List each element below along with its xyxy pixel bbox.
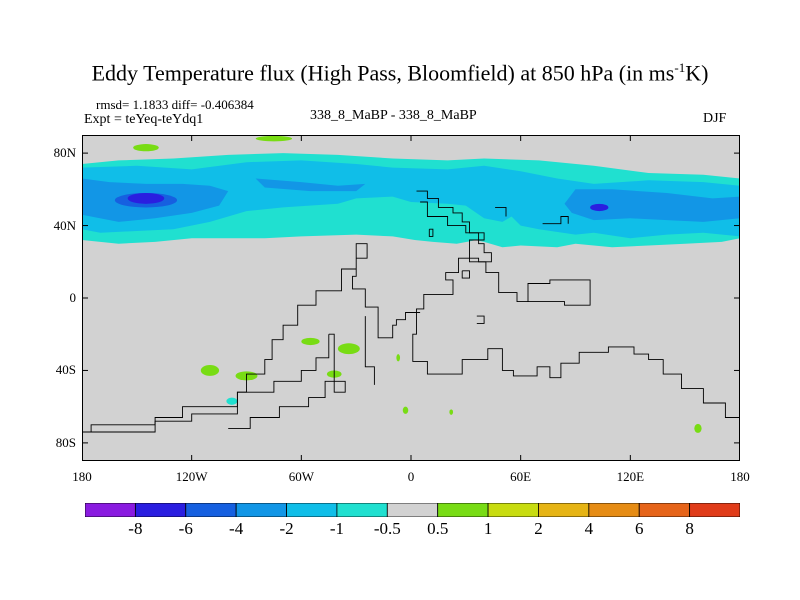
colorbar-label: 1 bbox=[483, 519, 493, 538]
coastline bbox=[90, 334, 330, 432]
x-tick-label: 120E bbox=[616, 469, 645, 484]
coastline bbox=[228, 333, 346, 429]
fill-positive-patch bbox=[301, 337, 320, 346]
colorbar-swatch bbox=[588, 503, 640, 517]
fill-positive-patch bbox=[694, 423, 702, 433]
colorbar-label: 0.5 bbox=[427, 519, 449, 538]
colorbar-swatch bbox=[286, 503, 338, 517]
colorbar-label: -6 bbox=[178, 519, 193, 538]
y-tick-label: 0 bbox=[69, 290, 77, 305]
fill-positive-patch bbox=[200, 365, 220, 376]
colorbar-label: 2 bbox=[534, 519, 543, 538]
fill-band-dark-mid bbox=[255, 178, 366, 192]
colorbar-label: -4 bbox=[229, 519, 244, 538]
x-tick-label: 180 bbox=[72, 469, 92, 484]
coastline bbox=[420, 201, 591, 306]
map-plot bbox=[82, 135, 740, 461]
colorbar-label: -2 bbox=[279, 519, 294, 538]
colorbar-swatch bbox=[386, 503, 439, 517]
coastline bbox=[542, 216, 569, 225]
chart-title-end: K) bbox=[685, 60, 709, 86]
fill-positive-patch bbox=[449, 409, 454, 415]
colorbar-label: -8 bbox=[128, 519, 143, 538]
colorbar-swatch bbox=[185, 503, 237, 517]
colorbar-swatch bbox=[487, 503, 539, 517]
colorbar-swatch bbox=[638, 503, 691, 517]
colorbar-swatch bbox=[235, 503, 287, 517]
coastline-layer bbox=[82, 190, 740, 433]
x-tick-label: 60W bbox=[288, 469, 314, 484]
chart-title: Eddy Temperature flux (High Pass, Bloomf… bbox=[0, 60, 800, 86]
colorbar-label: 8 bbox=[685, 519, 694, 538]
colorbar-label: 6 bbox=[634, 519, 644, 538]
fill-positive-patch bbox=[396, 354, 401, 362]
stats-label: rmsd= 1.1833 diff= -0.406384 bbox=[96, 97, 254, 112]
coastline bbox=[495, 206, 507, 217]
contour-fill-layer bbox=[82, 135, 740, 461]
x-tick-label: 0 bbox=[407, 469, 415, 484]
colorbar-swatch bbox=[85, 503, 136, 517]
fill-negative-patch bbox=[226, 397, 238, 405]
fill-positive-patch bbox=[402, 406, 409, 414]
y-tick-label: 40N bbox=[53, 217, 76, 233]
colorbar-swatch bbox=[134, 503, 187, 517]
x-tick-label: 180 bbox=[730, 469, 750, 484]
fill-core-pacific-inner bbox=[127, 192, 165, 204]
colorbar-label: -0.5 bbox=[373, 519, 401, 538]
x-tick-label: 120W bbox=[175, 469, 208, 484]
colorbar-swatch bbox=[437, 503, 489, 517]
y-tick-label: 40S bbox=[55, 362, 76, 378]
colorbar-swatch bbox=[538, 503, 590, 517]
fill-positive-patch bbox=[133, 144, 159, 152]
coastline bbox=[364, 316, 375, 385]
fill-band-mid bbox=[82, 160, 740, 239]
runs-label: 338_8_MaBP - 338_8_MaBP bbox=[310, 108, 477, 123]
experiment-label: Expt = teYeq-teYdq1 bbox=[84, 112, 204, 127]
coastline bbox=[461, 270, 470, 279]
coastline bbox=[428, 228, 434, 237]
fill-positive-patch bbox=[255, 135, 293, 142]
colorbar-label: -1 bbox=[329, 519, 344, 538]
coastline bbox=[476, 315, 485, 324]
colorbar bbox=[85, 503, 740, 517]
fill-core-atlantic bbox=[590, 203, 609, 212]
y-tick-label: 80S bbox=[55, 434, 76, 450]
x-tick-label: 60E bbox=[510, 469, 532, 484]
colorbar-label: 4 bbox=[584, 519, 594, 538]
fill-band-dark-east bbox=[564, 189, 740, 222]
plot-frame bbox=[82, 135, 740, 461]
y-tick-label: 80N bbox=[53, 145, 76, 161]
fill-positive-patch bbox=[337, 343, 360, 355]
colorbar-swatch bbox=[336, 503, 388, 517]
season-label: DJF bbox=[703, 111, 727, 126]
colorbar-swatch bbox=[689, 503, 740, 517]
chart-title-superscript: -1 bbox=[674, 60, 686, 75]
chart-title-text: Eddy Temperature flux (High Pass, Bloomf… bbox=[91, 60, 675, 86]
